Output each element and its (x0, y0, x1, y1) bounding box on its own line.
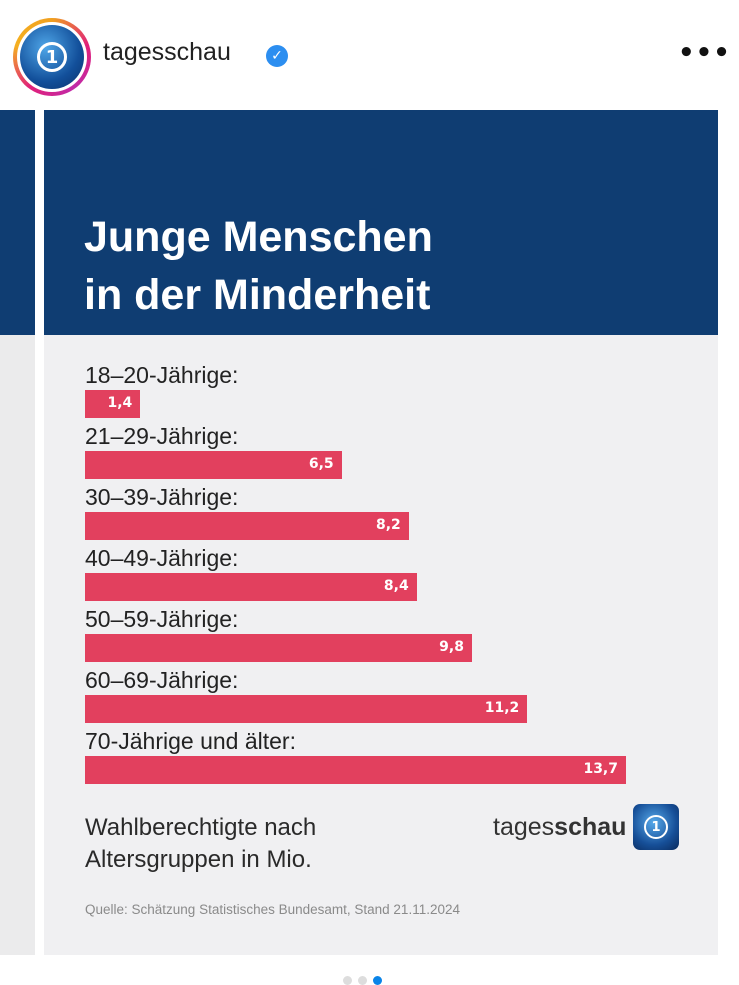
bar-row: 21–29-Jährige: 6,5 (85, 423, 342, 484)
bar: 11,2 (85, 695, 528, 723)
post-image-card[interactable]: Junge Menschen in der Minderheit 18–20-J… (44, 110, 718, 955)
bar-value-label: 6,5 (308, 456, 334, 472)
bar-category-label: 60–69-Jährige: (85, 667, 239, 693)
bar-row: 30–39-Jährige: 8,2 (85, 484, 409, 545)
bar-row: 50–59-Jährige: 9,8 (85, 606, 472, 667)
bar-value-label: 13,7 (583, 761, 618, 777)
carousel-dot[interactable] (343, 976, 352, 985)
bar: 1,4 (85, 390, 141, 418)
bar-value-label: 8,2 (375, 517, 401, 533)
verified-badge-icon: ✓ (266, 45, 288, 67)
bar: 8,2 (85, 512, 409, 540)
bar-row: 18–20-Jährige: 1,4 (85, 362, 296, 423)
tagesschau-logo-icon: 1 (633, 804, 679, 850)
more-horizontal-icon[interactable]: ••• (678, 38, 731, 68)
avatar-story-ring[interactable]: 1 (13, 18, 91, 96)
bar-value-label: 1,4 (107, 395, 133, 411)
bar-category-label: 18–20-Jährige: (85, 362, 239, 388)
tagesschau-logo-avatar: 1 (20, 25, 84, 89)
bar: 8,4 (85, 573, 417, 601)
username[interactable]: tagesschau (103, 38, 231, 66)
bar-row: 70-Jährige und älter: 13,7 (85, 728, 626, 789)
bar-value-label: 9,8 (439, 639, 464, 655)
bar-category-label: 21–29-Jährige: (85, 423, 239, 449)
bar-category-label: 50–59-Jährige: (85, 606, 239, 632)
subtitle-line1: Wahlberechtigte nach (85, 814, 317, 841)
brand-wordmark: tagesschau (493, 813, 626, 842)
subtitle-line2: Altersgruppen in Mio. (85, 846, 312, 873)
bar-value-label: 8,4 (383, 578, 409, 594)
previous-slide-edge (0, 110, 35, 955)
post-header: 1 tagesschau ✓ ••• (0, 0, 739, 110)
brand-light: tages (493, 813, 555, 841)
bar: 9,8 (85, 634, 472, 662)
chart-subtitle: Wahlberechtigte nach Altersgruppen in Mi… (85, 812, 405, 876)
bar-category-label: 70-Jährige und älter: (85, 728, 296, 754)
bar-category-label: 40–49-Jährige: (85, 545, 239, 571)
graphic-title-line2: in der Minderheit (84, 271, 431, 319)
graphic-header: Junge Menschen in der Minderheit (44, 110, 718, 335)
carousel-dot[interactable] (373, 976, 382, 985)
source-note: Quelle: Schätzung Statistisches Bundesam… (85, 902, 460, 917)
bar-row: 60–69-Jährige: 11,2 (85, 667, 528, 728)
carousel-indicator (343, 976, 382, 985)
carousel-dot[interactable] (358, 976, 367, 985)
bar-row: 40–49-Jährige: 8,4 (85, 545, 417, 606)
bar: 13,7 (85, 756, 626, 784)
bar-chart: 18–20-Jährige: 1,4 21–29-Jährige: 6,5 30–3… (85, 362, 626, 789)
graphic-title-line1: Junge Menschen (84, 213, 433, 261)
brand-bold: schau (554, 813, 627, 841)
bar-value-label: 11,2 (484, 700, 520, 716)
bar-category-label: 30–39-Jährige: (85, 484, 239, 510)
bar: 6,5 (85, 451, 342, 479)
